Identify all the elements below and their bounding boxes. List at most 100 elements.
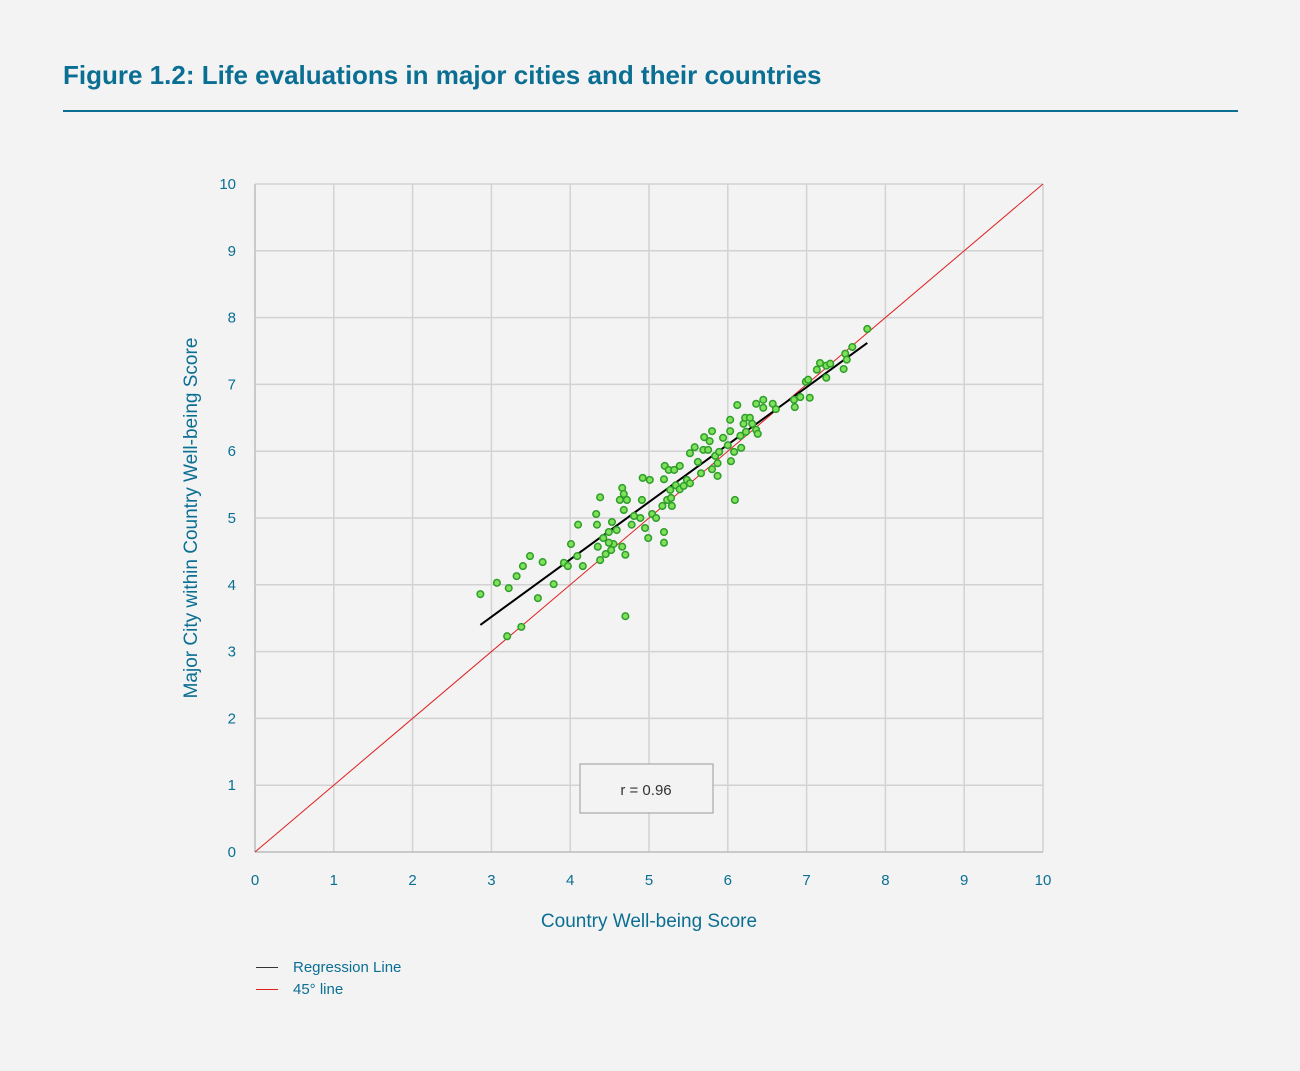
data-point [604, 538, 613, 547]
data-point [790, 403, 799, 412]
data-point [748, 419, 757, 428]
data-point [726, 457, 736, 466]
data-point [596, 556, 605, 565]
legend: Regression Line 45° line [256, 956, 401, 1000]
data-point [549, 580, 558, 589]
title-divider [63, 110, 1238, 112]
grid [254, 183, 1044, 853]
data-points [476, 324, 872, 641]
data-point [705, 437, 714, 446]
x-tick-label: 1 [330, 872, 338, 889]
x-tick-label: 5 [645, 872, 653, 889]
diagonal-swatch [256, 988, 278, 990]
data-point [700, 433, 709, 442]
data-point [638, 473, 647, 482]
data-point [822, 373, 831, 382]
data-point [715, 447, 724, 456]
y-tick-label: 8 [228, 310, 236, 327]
correlation-annotation: r = 0.96 [579, 763, 714, 814]
data-point [863, 324, 872, 334]
data-point [707, 465, 717, 474]
legend-item-regression: Regression Line [256, 956, 401, 978]
data-point [733, 401, 742, 410]
data-point [759, 395, 768, 404]
data-point [839, 364, 848, 374]
data-point [693, 457, 702, 466]
data-point [675, 461, 684, 470]
y-tick-label: 10 [219, 176, 236, 193]
figure-title: Figure 1.2: Life evaluations in major ci… [63, 60, 822, 90]
data-point [627, 520, 636, 529]
x-tick-label: 9 [960, 872, 968, 889]
data-point [826, 359, 835, 368]
data-point [533, 594, 542, 603]
data-point [593, 542, 602, 551]
data-point [659, 538, 669, 547]
data-point [574, 520, 583, 529]
data-point [804, 375, 813, 384]
data-point [607, 517, 617, 527]
data-point [753, 429, 762, 438]
data-point [685, 479, 695, 488]
data-point [621, 612, 630, 621]
correlation-label: r = 0.96 [620, 782, 671, 799]
y-tick-label: 1 [228, 777, 236, 794]
y-tick-label: 3 [228, 644, 236, 661]
data-point [658, 501, 667, 511]
data-point [599, 533, 608, 543]
x-tick-label: 0 [251, 872, 259, 889]
data-point [752, 399, 761, 408]
data-point [596, 493, 605, 502]
data-point [736, 431, 745, 440]
y-tick-label: 5 [228, 510, 236, 527]
data-point [796, 393, 805, 402]
y-axis-label: Major City within Country Well-being Sco… [181, 338, 202, 699]
data-point [503, 632, 512, 641]
legend-item-45deg: 45° line [256, 978, 401, 1000]
y-tick-label: 4 [228, 577, 236, 594]
x-tick-label: 6 [724, 872, 732, 889]
data-point [476, 590, 485, 599]
data-point [812, 365, 821, 374]
data-point [641, 523, 650, 533]
data-point [690, 443, 699, 452]
y-tick-label: 6 [228, 443, 236, 460]
data-point [726, 415, 735, 424]
x-tick-label: 2 [408, 872, 416, 889]
data-point [667, 493, 676, 503]
data-point [842, 355, 851, 364]
data-point [504, 584, 513, 593]
data-point [644, 533, 653, 543]
regression-swatch [256, 966, 278, 968]
data-point [696, 469, 706, 478]
45-degree-line [254, 183, 1044, 853]
data-point [713, 459, 722, 468]
x-tick-label: 3 [487, 872, 495, 889]
data-point [621, 550, 630, 559]
x-tick-label: 4 [566, 872, 574, 889]
x-tick-label: 10 [1035, 872, 1052, 889]
y-tick-label: 9 [228, 243, 236, 260]
data-point [601, 550, 610, 559]
data-point [719, 433, 728, 442]
data-point [704, 445, 713, 454]
data-point [512, 572, 521, 581]
data-point [726, 427, 735, 436]
data-point [578, 562, 587, 571]
data-point [619, 489, 628, 499]
data-point [619, 505, 628, 515]
x-tick-label: 7 [802, 872, 810, 889]
data-point [573, 552, 582, 561]
y-tick-label: 0 [228, 844, 236, 861]
legend-label-45deg: 45° line [293, 980, 344, 998]
data-point [518, 562, 527, 571]
data-point [636, 513, 645, 523]
data-point [612, 525, 621, 535]
data-point [741, 427, 750, 436]
data-point [592, 509, 601, 519]
data-point [645, 475, 654, 484]
x-tick-label: 8 [881, 872, 889, 889]
data-point [670, 465, 679, 474]
tick-labels: 0 1 2 3 4 5 6 7 8 9 10 0 1 2 3 4 5 6 7 8 9 10 [219, 176, 1051, 889]
